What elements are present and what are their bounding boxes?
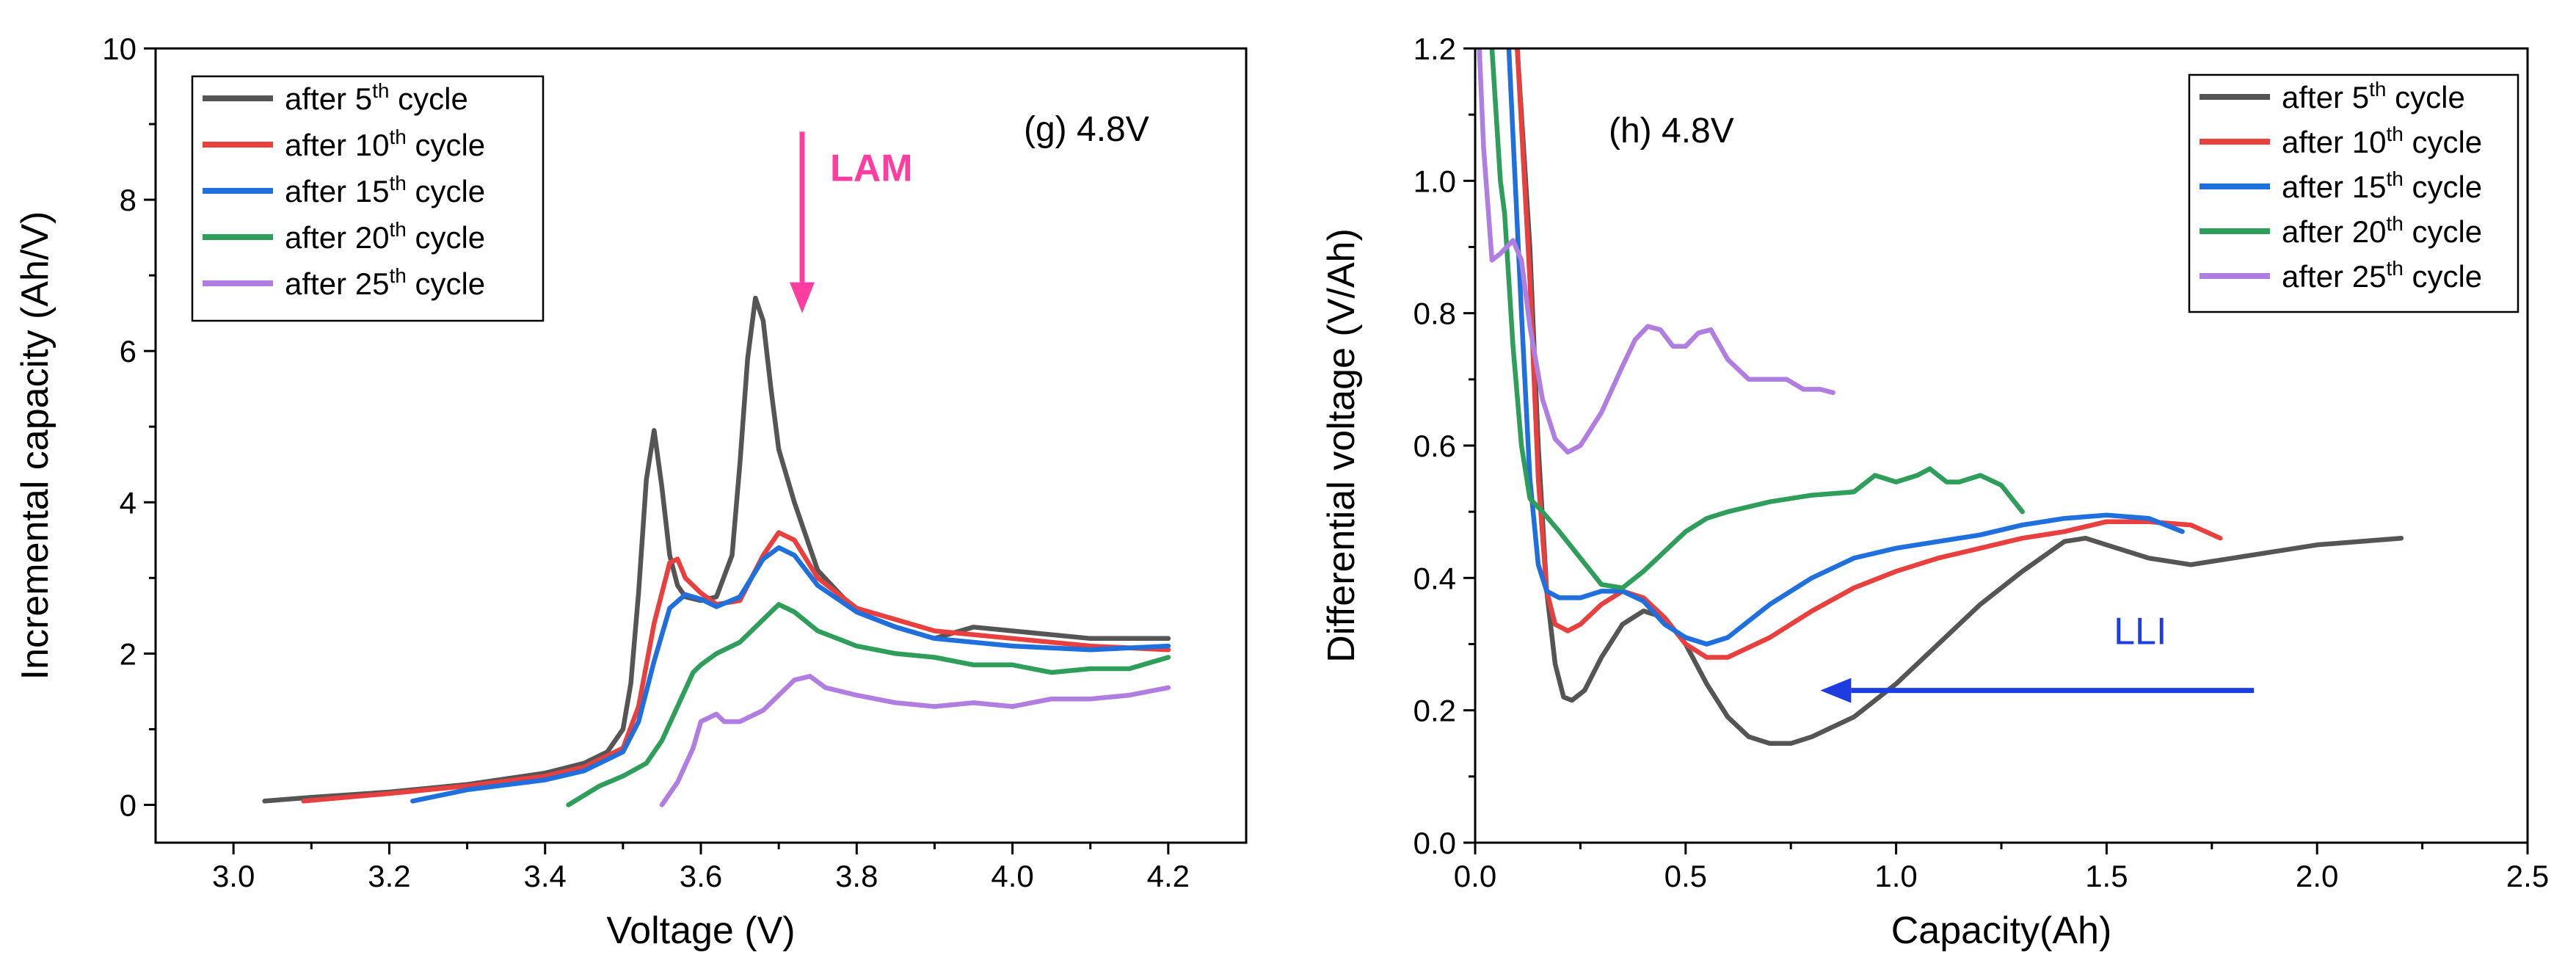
legend-entry-text: after 20 — [285, 220, 389, 255]
legend-entry-text: after 25 — [2282, 259, 2386, 294]
y-tick-label: 4 — [120, 485, 137, 520]
y-tick-label: 8 — [120, 183, 137, 217]
series-line-4 — [1489, 48, 2025, 591]
legend-entry-text: after 5 — [2282, 80, 2369, 115]
x-tick-label: 4.0 — [991, 859, 1033, 893]
y-axis-label: Differential voltage (V/Ah) — [1320, 228, 1363, 663]
y-tick-label: 0.6 — [1413, 429, 1456, 463]
arrow-label: LLI — [2114, 611, 2166, 653]
y-tick-label: 0 — [120, 788, 137, 822]
legend-entry-text: cycle — [389, 81, 467, 116]
legend-entry-text: after 20 — [2282, 214, 2386, 249]
legend-box — [2188, 73, 2519, 313]
series-line-2 — [301, 530, 1171, 804]
x-tick-label: 2.0 — [2296, 859, 2338, 893]
y-tick-label: 0.4 — [1413, 561, 1456, 595]
legend-entry-superscript: th — [2386, 257, 2403, 280]
legend-entry-4: after 20th cycle — [2282, 212, 2482, 249]
legend-entry-2: after 10th cycle — [285, 126, 485, 162]
series-group — [1477, 48, 2404, 747]
legend-entry-text: cycle — [2404, 170, 2482, 204]
legend-entry-text: after 10 — [2282, 125, 2386, 159]
y-tick-label: 0.0 — [1413, 826, 1456, 860]
x-tick-label: 3.4 — [524, 859, 567, 893]
x-tick-label: 1.5 — [2085, 859, 2128, 893]
legend-entry-3: after 15th cycle — [285, 172, 485, 208]
y-tick-label: 1.2 — [1413, 32, 1456, 66]
x-tick-label: 3.0 — [212, 859, 255, 893]
x-tick-label: 4.2 — [1147, 859, 1190, 893]
y-tick-label: 0.2 — [1413, 694, 1456, 728]
x-tick-label: 2.5 — [2506, 859, 2549, 893]
series-line-5 — [659, 674, 1171, 807]
legend-entry-superscript: th — [372, 79, 389, 102]
legend-entry-text: after 10 — [285, 128, 389, 162]
legend-entry-text: after 15 — [2282, 170, 2386, 204]
y-tick-label: 2 — [120, 636, 137, 671]
series-line-1 — [262, 295, 1171, 804]
legend-entry-1: after 5th cycle — [2282, 78, 2465, 115]
legend-entry-superscript: th — [389, 126, 406, 148]
panel-annotation: (h) 4.8V — [1609, 112, 1734, 150]
x-tick-label: 1.0 — [1874, 859, 1917, 893]
legend-entry-text: after 15 — [285, 174, 389, 208]
y-axis-label: Incremental capacity (Ah/V) — [14, 211, 57, 680]
legend-entry-3: after 15th cycle — [2282, 167, 2482, 204]
legend-entry-superscript: th — [2386, 167, 2403, 190]
legend-entry-text: after 5 — [285, 81, 372, 116]
x-tick-label: 0.5 — [1664, 859, 1707, 893]
legend-entry-4: after 20th cycle — [285, 218, 485, 255]
legend-entry-2: after 10th cycle — [2282, 123, 2482, 159]
legend-entry-1: after 5th cycle — [285, 79, 468, 116]
x-tick-label: 0.0 — [1454, 859, 1496, 893]
x-tick-label: 3.8 — [835, 859, 878, 893]
legend-entry-text: cycle — [407, 174, 485, 208]
series-line-3 — [1506, 48, 2185, 647]
y-tick-label: 10 — [102, 32, 137, 66]
legend-entry-5: after 25th cycle — [285, 264, 485, 301]
legend-entry-text: cycle — [2386, 80, 2464, 115]
x-tick-label: 3.6 — [680, 859, 722, 893]
series-line-1 — [1515, 48, 2404, 747]
legend-entry-superscript: th — [389, 218, 406, 241]
panel-annotation: (g) 4.8V — [1024, 110, 1149, 149]
series-line-4 — [566, 602, 1171, 807]
legend-entry-text: cycle — [407, 266, 485, 301]
legend-entry-text: cycle — [407, 128, 485, 162]
arrow-head — [789, 282, 815, 313]
y-tick-label: 0.8 — [1413, 297, 1456, 331]
legend-entry-superscript: th — [2386, 123, 2403, 145]
legend-entry-superscript: th — [2369, 78, 2386, 101]
panel-h-differential-voltage: 0.0 0.5 1.0 1.5 2.0 2.5 0.0 0.2 0.4 0.6 0.8 1.0 1.2 C… — [1320, 32, 2549, 952]
arrow-head — [1820, 678, 1852, 703]
panel-g-incremental-capacity: 3.0 3.2 3.4 3.6 3.8 4.0 4.2 0 2 4 6 8 10 Voltage (V) I… — [14, 32, 1248, 952]
x-tick-label: 3.2 — [368, 859, 410, 893]
x-axis-label: Capacity(Ah) — [1891, 909, 2112, 952]
arrow-label: LAM — [830, 147, 913, 189]
legend-entry-text: cycle — [407, 220, 485, 255]
legend-entry-5: after 25th cycle — [2282, 257, 2482, 294]
legend-entry-text: cycle — [2404, 259, 2482, 294]
legend-entry-text: cycle — [2404, 125, 2482, 159]
legend-box — [191, 75, 545, 322]
series-group — [262, 295, 1171, 807]
series-line-5 — [1477, 48, 1835, 455]
legend-entry-superscript: th — [389, 172, 406, 195]
legend-entry-text: after 25 — [285, 266, 389, 301]
legend-entry-text: cycle — [2404, 214, 2482, 249]
legend-entry-superscript: th — [2386, 212, 2403, 235]
y-tick-label: 1.0 — [1413, 164, 1456, 198]
y-tick-label: 6 — [120, 334, 137, 368]
series-line-2 — [1515, 48, 2223, 660]
legend-entry-superscript: th — [389, 264, 406, 287]
x-axis-label: Voltage (V) — [606, 909, 795, 952]
series-line-3 — [410, 545, 1171, 804]
